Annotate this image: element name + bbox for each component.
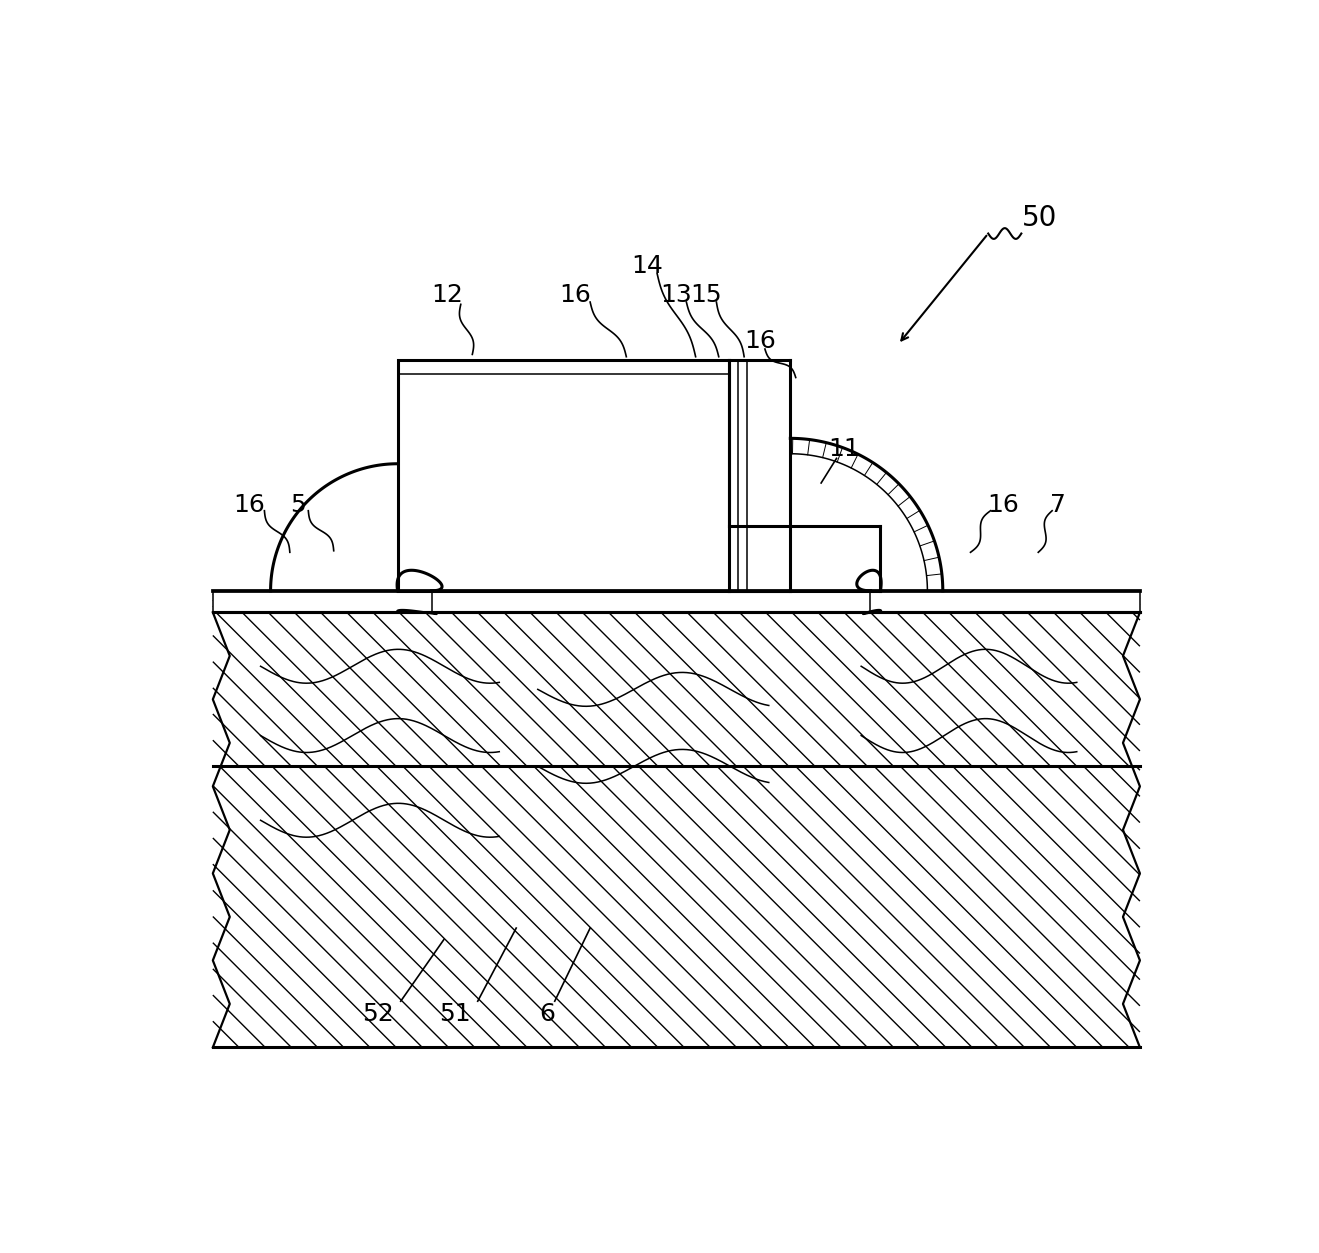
Text: 7: 7	[1050, 492, 1066, 516]
Text: 15: 15	[690, 283, 721, 307]
Text: 11: 11	[828, 437, 860, 461]
Text: 6: 6	[539, 1002, 555, 1026]
Bar	[212, 591, 431, 613]
Bar	[397, 360, 728, 591]
Bar	[871, 591, 1140, 613]
Text: 51: 51	[439, 1002, 471, 1026]
Text: 12: 12	[431, 283, 463, 307]
Bar	[871, 591, 1140, 613]
Text: 16: 16	[988, 492, 1020, 516]
Text: 50: 50	[1022, 204, 1058, 232]
Bar	[212, 613, 1140, 1048]
Text: 14: 14	[632, 254, 663, 278]
Bar	[728, 526, 880, 591]
Text: 52: 52	[361, 1002, 393, 1026]
Bar	[212, 591, 431, 613]
Bar	[397, 360, 728, 591]
Text: 16: 16	[559, 283, 591, 307]
Text: 13: 13	[661, 283, 692, 307]
Bar	[728, 360, 790, 373]
Bar	[728, 360, 790, 591]
Text: 16: 16	[233, 492, 265, 516]
Text: 5: 5	[290, 492, 306, 516]
Bar	[397, 360, 728, 373]
Bar	[212, 591, 1140, 613]
Text: 16: 16	[744, 330, 776, 353]
